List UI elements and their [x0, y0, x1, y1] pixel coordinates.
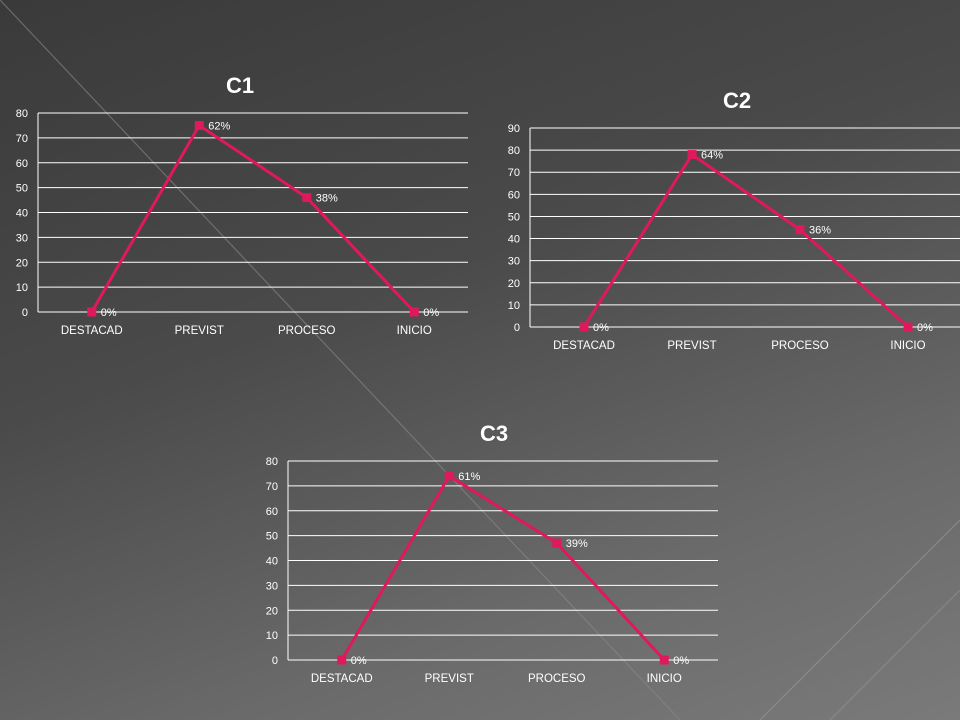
data-label: 61%: [458, 471, 480, 483]
y-tick-label: 50: [266, 531, 278, 543]
data-point-marker: [579, 322, 589, 332]
y-tick-label: 20: [508, 278, 520, 290]
x-tick-label: PREVIST: [425, 673, 474, 685]
data-point-marker: [302, 193, 312, 203]
x-tick-label: INICIO: [647, 673, 682, 685]
y-tick-label: 40: [508, 234, 520, 246]
y-tick-label: 40: [266, 556, 278, 568]
x-tick-label: PREVIST: [667, 340, 716, 352]
y-tick-label: 30: [508, 256, 520, 268]
data-label: 0%: [351, 655, 367, 667]
y-tick-label: 30: [16, 232, 28, 244]
y-tick-label: 10: [16, 282, 28, 294]
y-tick-label: 60: [508, 189, 520, 201]
data-point-marker: [659, 655, 669, 665]
x-tick-label: PROCESO: [528, 673, 586, 685]
chart-title: C1: [226, 73, 254, 98]
chart-title: C3: [480, 421, 508, 446]
data-label: 39%: [566, 538, 588, 550]
y-tick-label: 90: [508, 123, 520, 135]
series-line: [340, 474, 666, 662]
data-label: 0%: [423, 307, 439, 319]
data-label: 64%: [701, 150, 723, 162]
x-tick-label: PREVIST: [175, 325, 224, 337]
y-tick-label: 70: [508, 167, 520, 179]
data-label: 0%: [593, 322, 609, 334]
y-tick-label: 30: [266, 580, 278, 592]
y-tick-label: 80: [266, 456, 278, 468]
data-point-marker: [687, 150, 697, 160]
data-label: 0%: [917, 322, 933, 334]
series-line: [90, 123, 416, 314]
y-tick-label: 10: [266, 630, 278, 642]
data-label: 0%: [101, 307, 117, 319]
y-tick-label: 0: [272, 655, 278, 667]
x-tick-label: PROCESO: [771, 340, 829, 352]
data-point-marker: [903, 322, 913, 332]
y-tick-label: 10: [508, 300, 520, 312]
y-tick-label: 80: [508, 145, 520, 157]
data-point-marker: [409, 307, 419, 317]
chart-3: C3 0 10 20 30 40 50 60 70 80 DESTACAD PREVIST PROCES…: [266, 421, 718, 685]
y-tick-label: 50: [508, 211, 520, 223]
chart-title: C2: [723, 88, 751, 113]
y-tick-label: 40: [16, 208, 28, 220]
y-tick-label: 60: [16, 158, 28, 170]
data-label: 0%: [673, 655, 689, 667]
y-tick-label: 50: [16, 183, 28, 195]
data-label: 36%: [809, 225, 831, 237]
data-point-marker: [194, 120, 204, 130]
y-tick-label: 60: [266, 506, 278, 518]
x-tick-label: DESTACAD: [311, 673, 373, 685]
y-tick-label: 70: [266, 481, 278, 493]
x-tick-label: DESTACAD: [553, 340, 615, 352]
series-line: [582, 153, 910, 329]
data-label: 38%: [316, 193, 338, 205]
x-tick-label: PROCESO: [278, 325, 336, 337]
data-point-marker: [444, 471, 454, 481]
chart-2: C2 0 10 20 30 40 50 60 70 80 90 DESTACAD PREVIST PROC…: [508, 88, 960, 352]
y-tick-label: 80: [16, 108, 28, 120]
y-tick-label: 70: [16, 133, 28, 145]
x-tick-label: DESTACAD: [61, 325, 123, 337]
data-point-marker: [795, 225, 805, 235]
y-tick-label: 20: [16, 257, 28, 269]
chart-1: C1 0 10 20 30 40 50 60 70 80 DESTACAD PREVIST PROCES…: [16, 73, 468, 337]
x-tick-label: INICIO: [890, 340, 925, 352]
x-tick-label: INICIO: [397, 325, 432, 337]
data-point-marker: [337, 655, 347, 665]
data-point-marker: [552, 538, 562, 548]
y-tick-label: 20: [266, 605, 278, 617]
y-tick-label: 0: [514, 322, 520, 334]
y-tick-label: 0: [22, 307, 28, 319]
data-point-marker: [87, 307, 97, 317]
data-label: 62%: [208, 120, 230, 132]
